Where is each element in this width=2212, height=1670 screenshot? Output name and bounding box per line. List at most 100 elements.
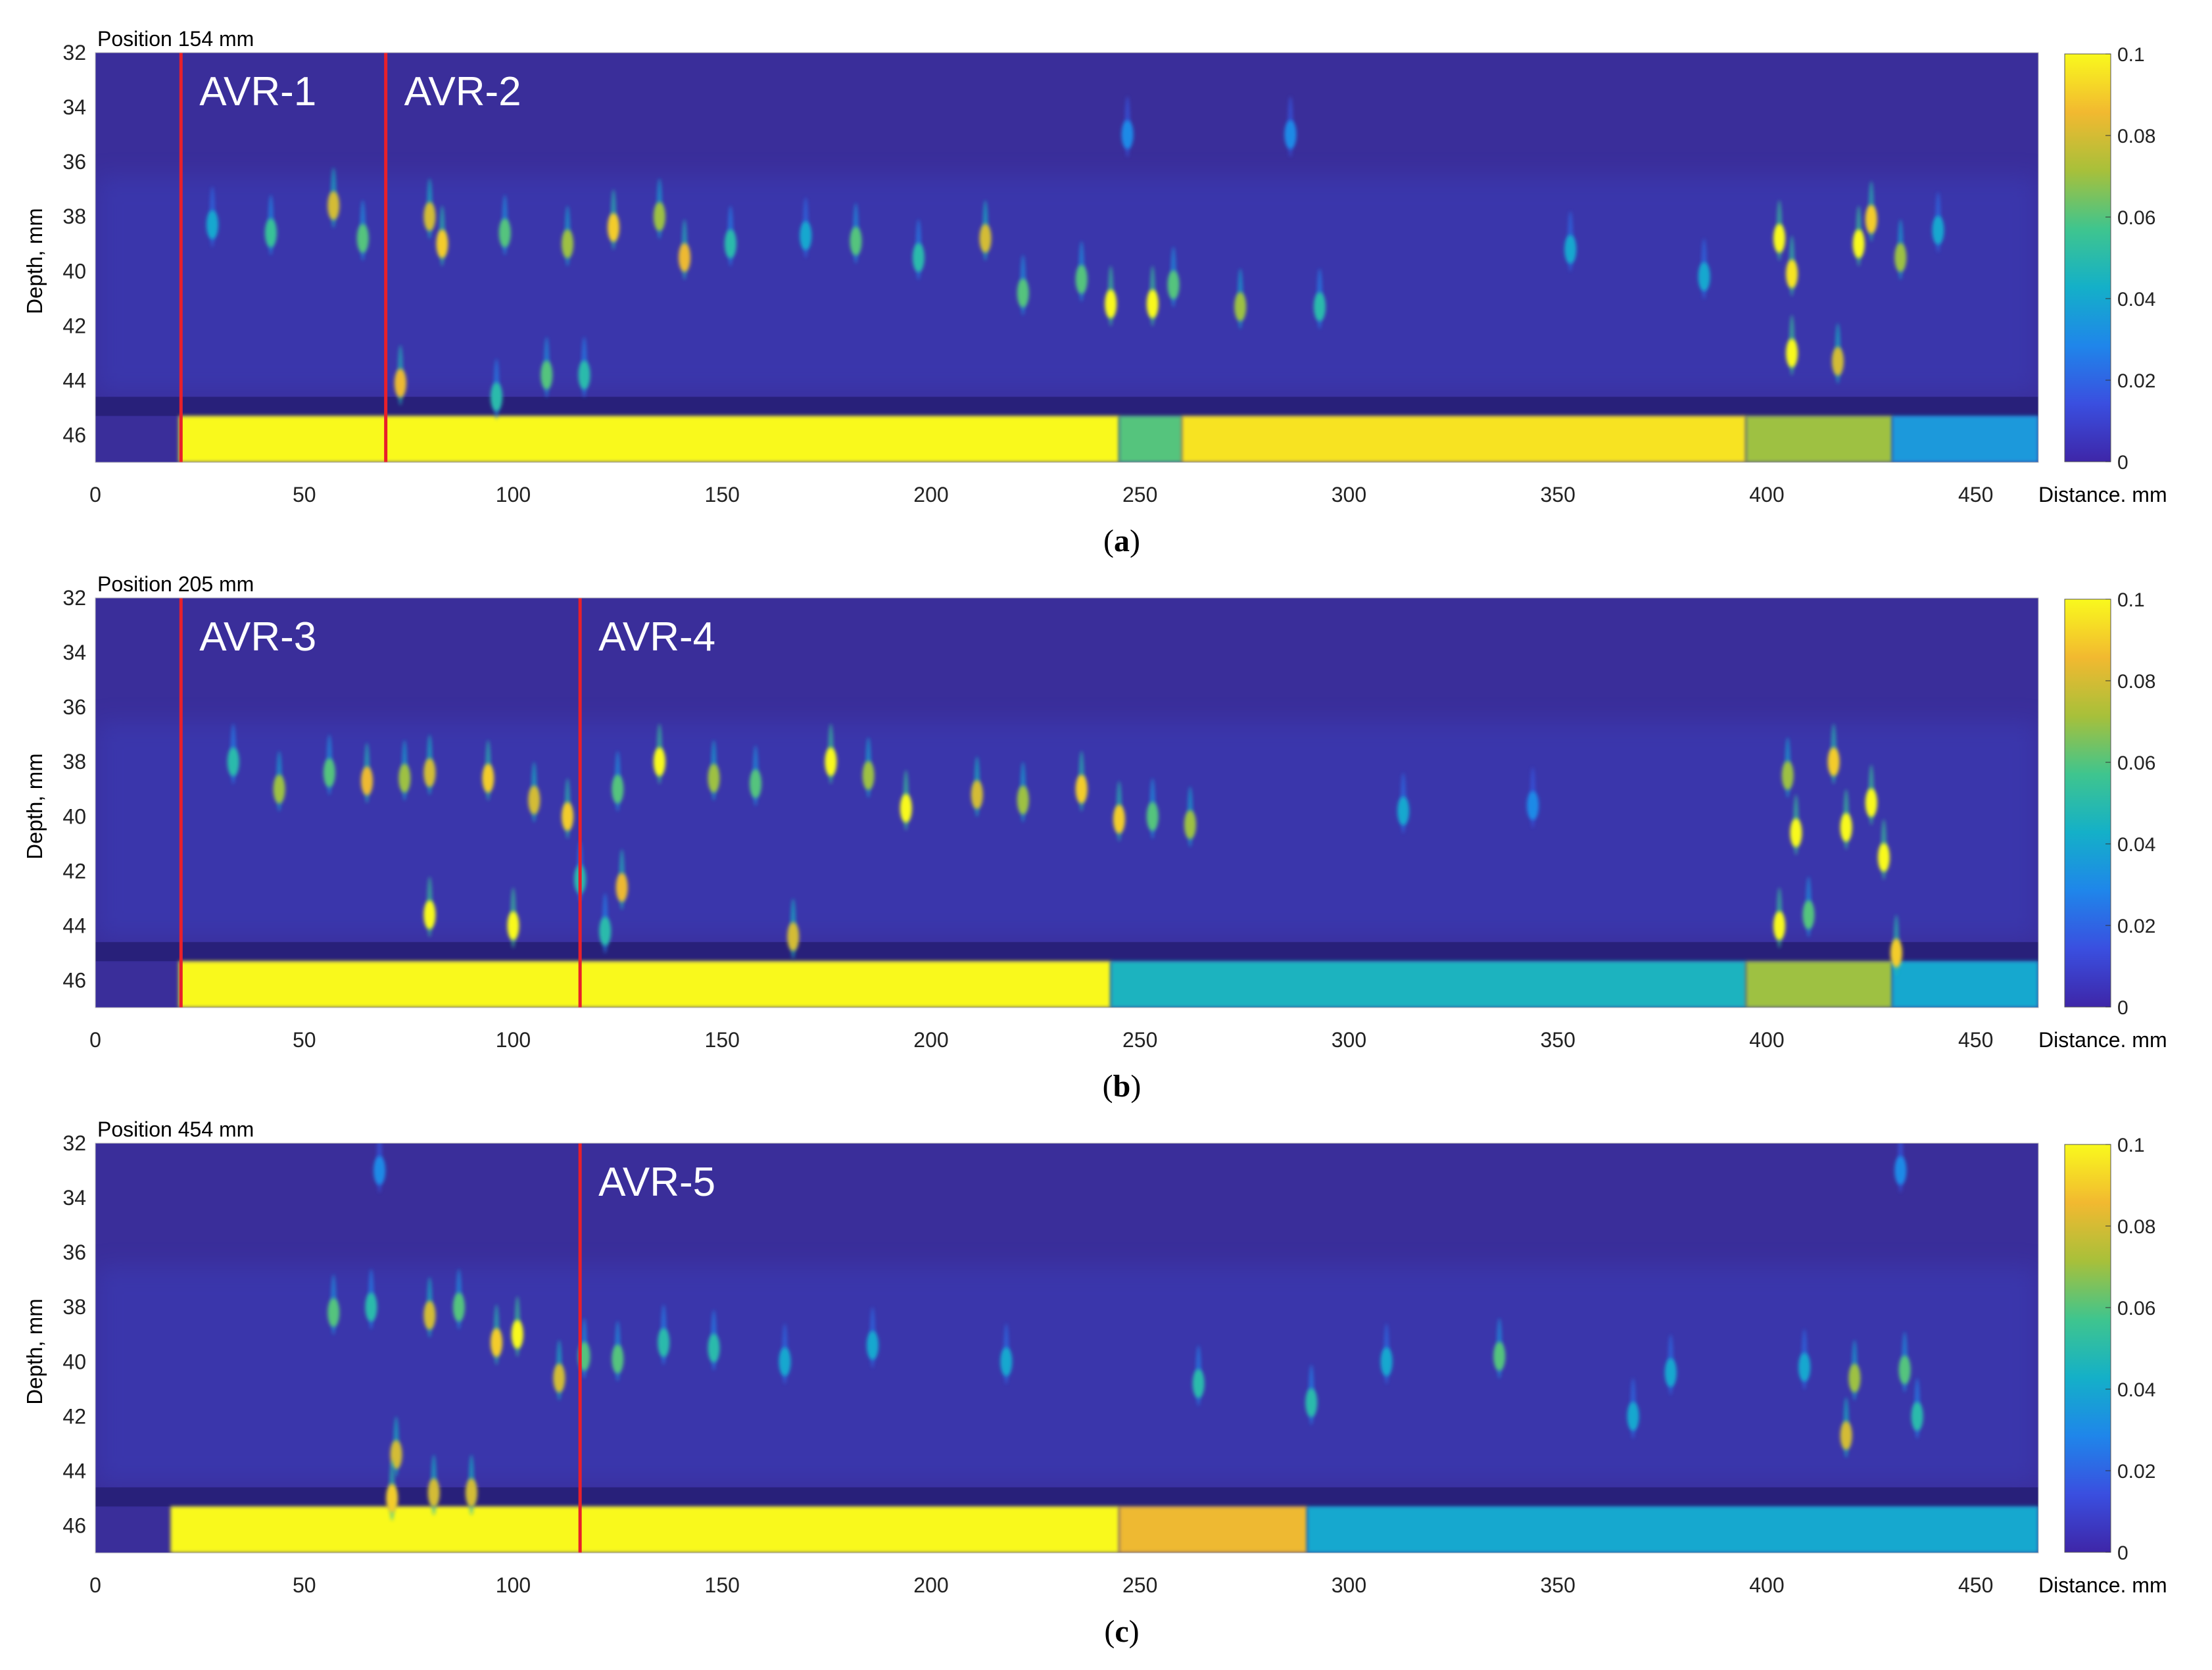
echo-spot bbox=[1313, 292, 1326, 322]
panel-c-title: Position 454 mm bbox=[97, 1117, 254, 1141]
panel-a-plot: AVR-1 AVR-2 32 34 36 38 40 42 44 46 0 50 100 150 200 25… bbox=[62, 41, 2039, 506]
y-tick-label: 42 bbox=[62, 314, 86, 337]
echo-spot bbox=[511, 1319, 523, 1349]
colorbar-gradient bbox=[2064, 599, 2111, 1008]
y-tick-label: 42 bbox=[62, 859, 86, 883]
panel-c-label: c bbox=[1115, 1614, 1128, 1649]
x-tick-label: 100 bbox=[496, 1028, 531, 1052]
x-tick-label: 300 bbox=[1332, 483, 1366, 506]
echo-spot bbox=[1773, 224, 1785, 253]
y-tick-label: 36 bbox=[62, 695, 86, 719]
echo-spot bbox=[658, 1328, 670, 1358]
echo-spot bbox=[971, 780, 983, 810]
y-tick-label: 32 bbox=[62, 586, 86, 610]
panel-a-ylabel: Depth, mm bbox=[22, 208, 47, 314]
echo-spot bbox=[599, 916, 612, 946]
y-tick-label: 34 bbox=[62, 641, 86, 664]
x-tick-label: 200 bbox=[913, 1573, 948, 1597]
colorbar-tick-label: 0 bbox=[2117, 997, 2128, 1019]
backwall-segment bbox=[1111, 961, 1746, 1008]
echo-spot bbox=[825, 747, 837, 777]
y-tick-label: 44 bbox=[62, 1459, 86, 1483]
echo-spot bbox=[394, 368, 406, 398]
echo-spot bbox=[1146, 289, 1159, 319]
colorbar-tick-label: 0.06 bbox=[2117, 207, 2155, 229]
echo-spot bbox=[327, 191, 340, 220]
echo-spot bbox=[1798, 1352, 1811, 1382]
panel-c-plot: AVR-5 32 34 36 38 40 42 44 46 0 50 100 150 200 250 300 3… bbox=[62, 1131, 2039, 1597]
echo-spot bbox=[1894, 1156, 1907, 1185]
heatmap-field bbox=[95, 53, 2038, 462]
echo-spot bbox=[1121, 120, 1134, 149]
x-tick-label: 400 bbox=[1749, 1573, 1784, 1597]
echo-spot bbox=[1017, 785, 1029, 815]
echo-spot bbox=[608, 212, 619, 242]
echo-spot bbox=[1305, 1388, 1318, 1417]
echo-spot bbox=[800, 221, 812, 251]
panel-c: Position 454 mm Depth, mm AVR-5 32 34 36 38 4… bbox=[22, 1117, 2167, 1649]
panel-b-colorbar: 0.1 0.08 0.06 0.04 0.02 0 bbox=[2064, 589, 2155, 1019]
noise-haze bbox=[95, 175, 2038, 395]
echo-spot bbox=[724, 229, 736, 258]
echo-spot bbox=[427, 1478, 440, 1508]
x-tick-label: 0 bbox=[89, 483, 101, 506]
echo-spot bbox=[327, 1298, 340, 1327]
avr-marker-label: AVR-5 bbox=[598, 1160, 715, 1205]
colorbar-tick-label: 0 bbox=[2117, 1542, 2128, 1564]
noise-haze bbox=[95, 1265, 2038, 1485]
backwall-gap bbox=[95, 942, 2038, 962]
y-tick-label: 36 bbox=[62, 1240, 86, 1264]
colorbar-tick-label: 0.04 bbox=[2117, 289, 2155, 310]
panel-a-caption: (a) bbox=[1103, 524, 1140, 558]
x-tick-label: 300 bbox=[1332, 1573, 1366, 1597]
x-tick-label: 300 bbox=[1332, 1028, 1366, 1052]
x-tick-label: 250 bbox=[1122, 1573, 1157, 1597]
echo-spot bbox=[612, 1344, 624, 1374]
echo-spot bbox=[1790, 818, 1802, 848]
echo-spot bbox=[386, 1483, 398, 1513]
echo-spot bbox=[562, 802, 574, 831]
echo-spot bbox=[1932, 215, 1944, 245]
backwall-segment bbox=[170, 1506, 1119, 1553]
echo-spot bbox=[787, 922, 800, 952]
colorbar-tick-label: 0.08 bbox=[2117, 671, 2155, 693]
panel-b: Position 205 mm Depth, mm AVR-3 AVR-4 32 34… bbox=[22, 572, 2167, 1104]
echo-spot bbox=[562, 229, 574, 258]
heatmap-field bbox=[95, 598, 2038, 1008]
colorbar-tick-label: 0.1 bbox=[2117, 1135, 2145, 1156]
x-tick-label: 0 bbox=[89, 1028, 101, 1052]
avr-marker-label: AVR-1 bbox=[199, 69, 316, 114]
echo-spot bbox=[1827, 747, 1840, 777]
panel-c-colorbar: 0.1 0.08 0.06 0.04 0.02 0 bbox=[2064, 1135, 2155, 1564]
backwall-gap bbox=[95, 1487, 2038, 1507]
echo-spot bbox=[1564, 235, 1577, 264]
panel-c-caption: (c) bbox=[1104, 1614, 1139, 1649]
echo-spot bbox=[498, 218, 511, 248]
echo-spot bbox=[482, 764, 494, 793]
panel-b-ylabel: Depth, mm bbox=[22, 753, 47, 859]
y-tick-label: 40 bbox=[62, 804, 86, 828]
echo-spot bbox=[398, 764, 411, 793]
echo-spot bbox=[323, 758, 335, 787]
y-tick-label: 38 bbox=[62, 205, 86, 228]
echo-spot bbox=[1627, 1402, 1639, 1431]
panel-a-title: Position 154 mm bbox=[97, 27, 254, 51]
y-tick-label: 40 bbox=[62, 259, 86, 283]
echo-spot bbox=[1113, 804, 1125, 834]
echo-spot bbox=[1781, 760, 1794, 790]
x-tick-label: 0 bbox=[89, 1573, 101, 1597]
x-tick-label: 450 bbox=[1958, 483, 1993, 506]
x-tick-label: 100 bbox=[496, 1573, 531, 1597]
y-tick-label: 38 bbox=[62, 750, 86, 774]
x-tick-label: 200 bbox=[913, 483, 948, 506]
backwall-segment bbox=[1746, 416, 1892, 462]
echo-spot bbox=[390, 1440, 402, 1469]
echo-spot bbox=[365, 1292, 377, 1322]
backwall-segment bbox=[1892, 961, 2038, 1008]
echo-spot bbox=[1911, 1402, 1923, 1431]
x-tick-label: 100 bbox=[496, 483, 531, 506]
noise-haze bbox=[95, 720, 2038, 940]
echo-spot bbox=[465, 1478, 477, 1508]
panel-a: Position 154 mm Depth, mm AVR-1 AVR-2 32 34… bbox=[22, 27, 2167, 558]
